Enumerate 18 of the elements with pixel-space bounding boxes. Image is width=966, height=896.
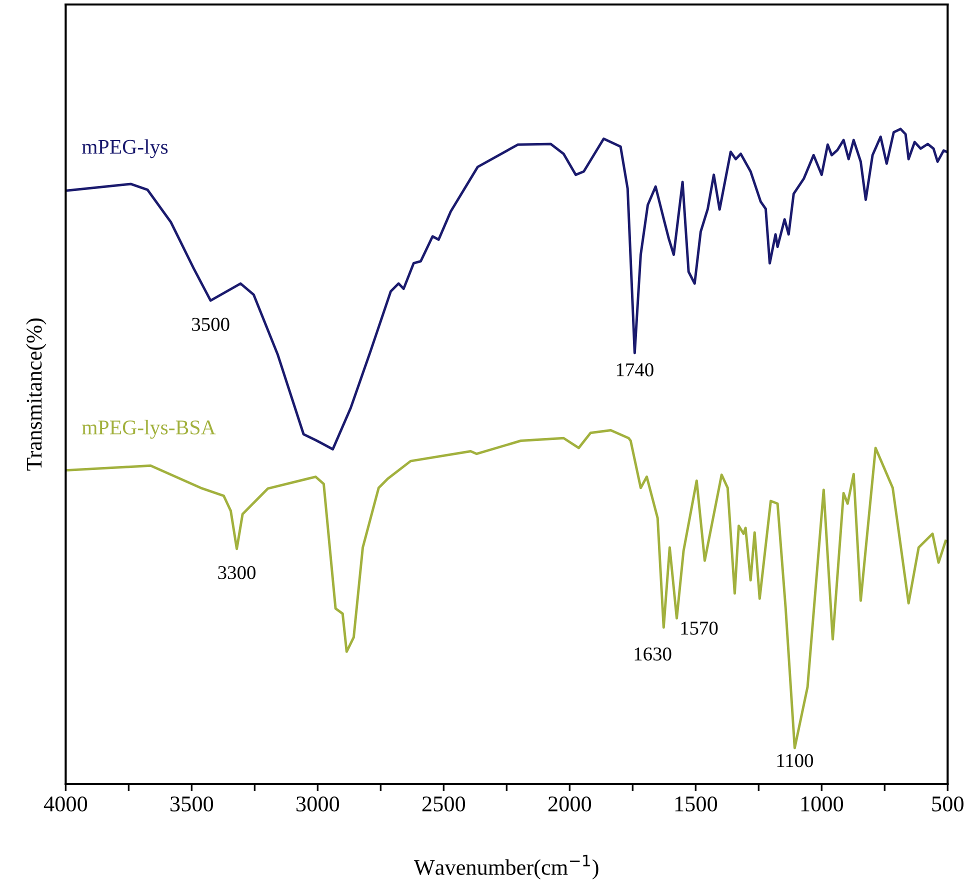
annotation: 1100 — [777, 754, 814, 768]
annotation: 1630 — [634, 647, 672, 661]
annotation: 1570 — [681, 622, 718, 635]
y-axis-title: Transmitance(%) — [26, 318, 46, 471]
x-axis-title: Wavenumber(cm$^{−1}$) — [414, 854, 598, 880]
x-tick-label: 500 — [932, 796, 964, 812]
series-label: mPEG-lys-BSA — [82, 420, 216, 439]
series-label: mPEG-lys — [82, 139, 168, 158]
x-tick-label: 3500 — [170, 796, 214, 812]
annotation: 3500 — [192, 318, 230, 331]
x-tick-label: 2000 — [548, 796, 592, 812]
x-tick-label: 4000 — [44, 796, 88, 812]
annotation: 3300 — [218, 566, 256, 580]
x-tick-label: 1000 — [801, 796, 844, 812]
x-tick-label: 3000 — [296, 796, 340, 812]
annotation: 1740 — [616, 363, 654, 376]
x-tick-label: 1500 — [675, 796, 718, 812]
x-tick-label: 2500 — [422, 796, 466, 812]
